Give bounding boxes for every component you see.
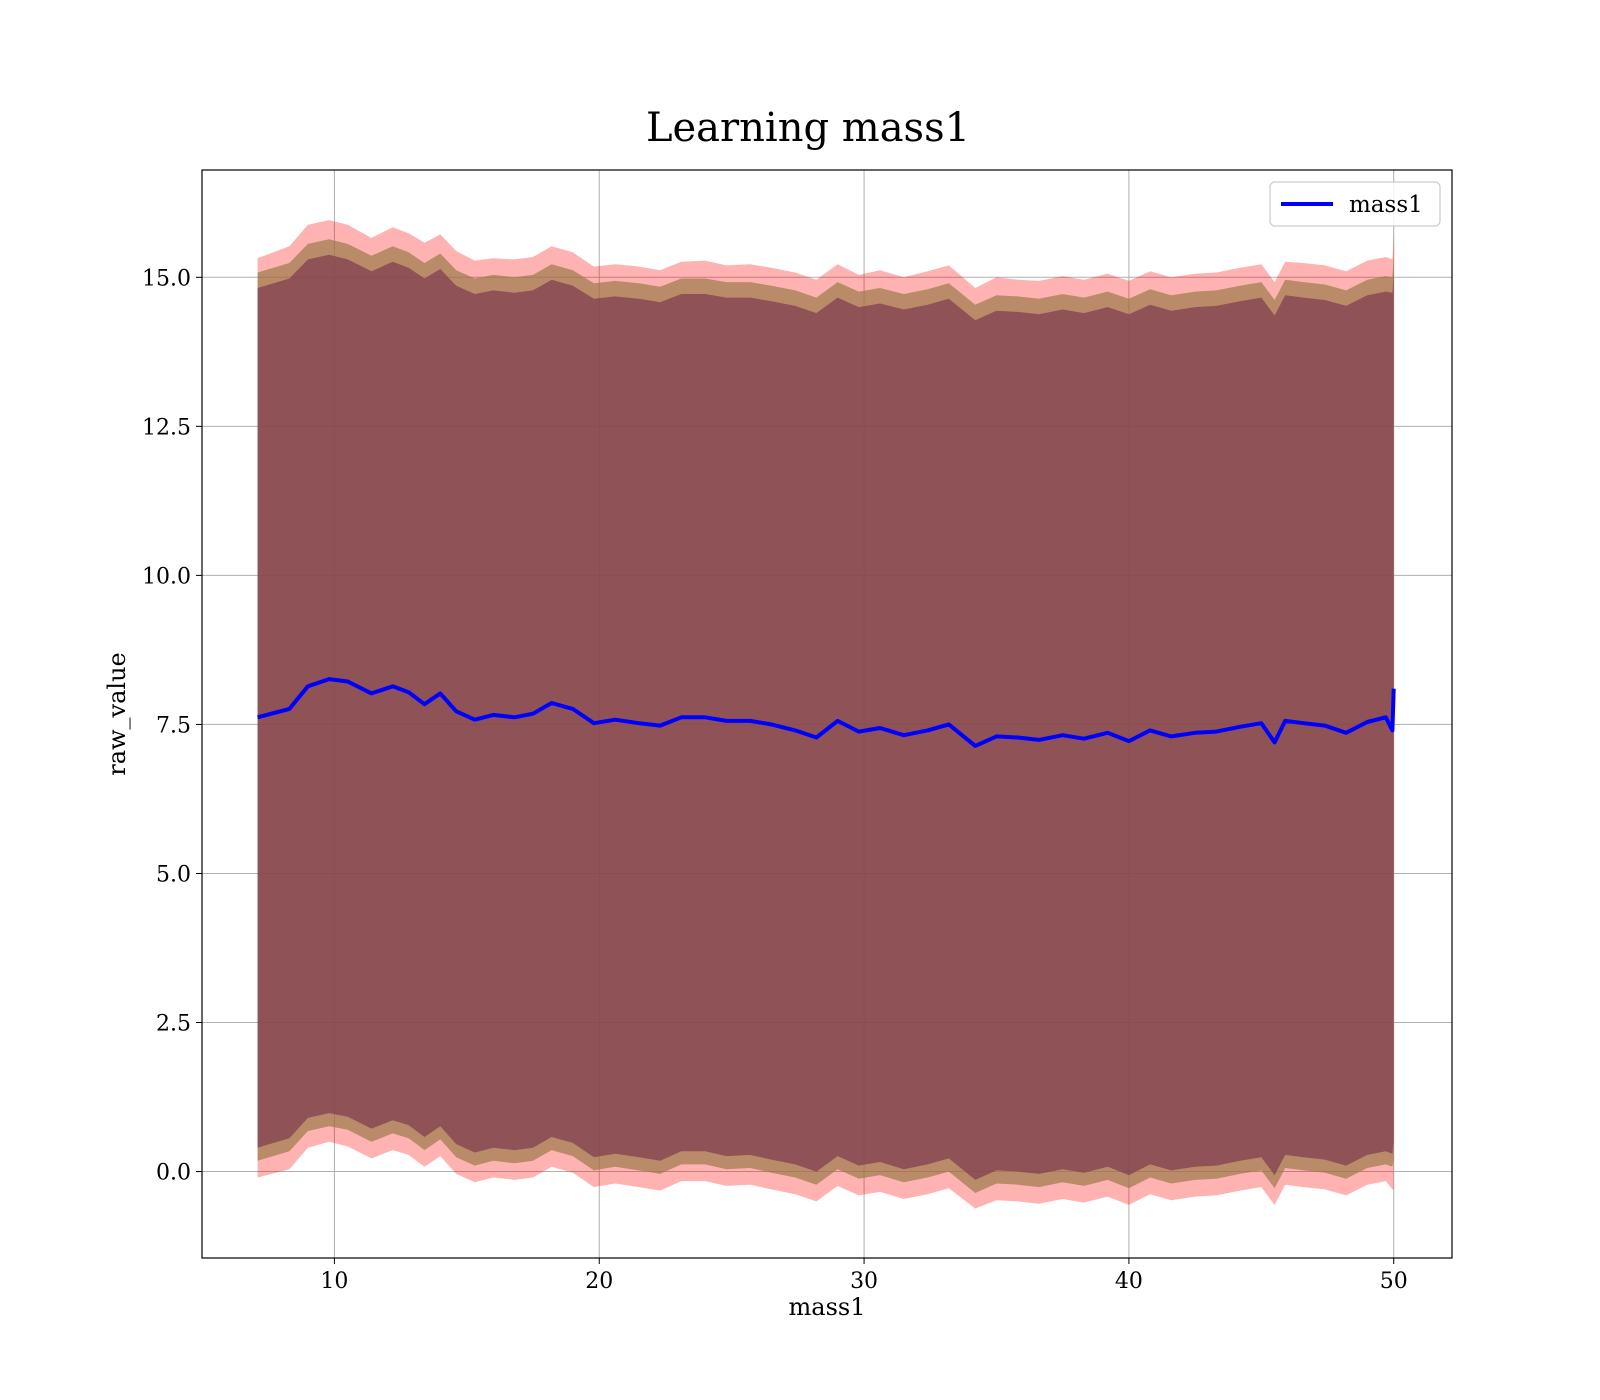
band-inner (257, 254, 1394, 1180)
x-tick-label: 20 (585, 1269, 613, 1294)
plot-frame (201, 169, 1453, 1259)
y-tick-label: 5.0 (156, 862, 191, 887)
x-tick-label: 50 (1380, 1269, 1408, 1294)
legend-label-mass1: mass1 (1349, 192, 1423, 218)
x-axis-ticks: 10 20 30 40 50 (320, 1258, 1408, 1294)
confidence-bands (257, 220, 1394, 1209)
chart-title: Learning mass1 (646, 105, 970, 151)
y-tick-label: 2.5 (156, 1012, 191, 1037)
legend: mass1 (1269, 181, 1441, 227)
x-tick-label: 40 (1115, 1269, 1143, 1294)
legend-box (1269, 181, 1441, 227)
y-tick-label: 0.0 (156, 1161, 191, 1186)
x-tick-label: 10 (320, 1269, 348, 1294)
x-tick-label: 30 (850, 1269, 878, 1294)
x-axis-label: mass1 (789, 1293, 866, 1321)
y-axis-ticks: 0.0 2.5 5.0 7.5 10.0 12.5 15.0 (142, 266, 202, 1186)
series-line-mass1 (257, 677, 1396, 748)
y-tick-label: 7.5 (156, 713, 191, 738)
y-tick-label: 12.5 (142, 415, 191, 440)
series-lines (257, 677, 1396, 748)
y-tick-label: 10.0 (142, 564, 191, 589)
y-axis-label: raw_value (103, 652, 131, 776)
y-tick-label: 15.0 (142, 266, 191, 291)
